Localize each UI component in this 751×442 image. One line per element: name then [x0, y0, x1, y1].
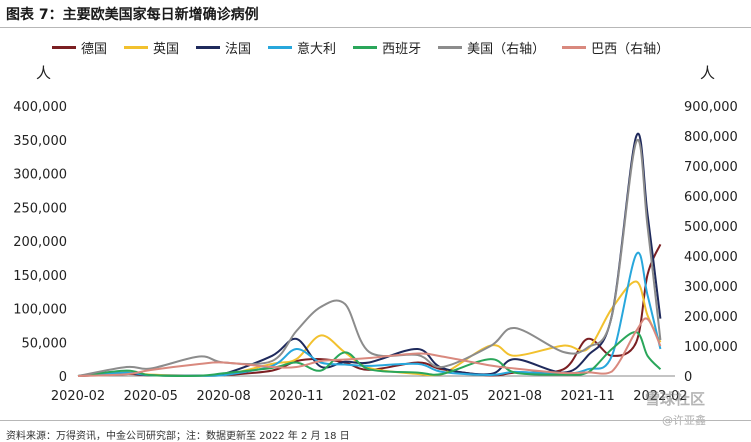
left-tick-label: 250,000 — [13, 201, 67, 216]
left-tick-label: 100,000 — [13, 303, 67, 318]
legend-label: 法国 — [225, 41, 252, 57]
x-tick-label: 2020-02 — [51, 389, 105, 404]
x-tick-label: 2021-11 — [560, 389, 614, 404]
x-tick-label: 2022-02 — [633, 389, 687, 404]
left-axis-unit: 人 — [36, 64, 52, 82]
right-tick-label: 800,000 — [684, 130, 738, 145]
legend-item: 美国（右轴） — [438, 38, 545, 57]
legend-swatch — [124, 45, 149, 49]
right-axis-unit: 人 — [700, 64, 716, 82]
left-tick-label: 350,000 — [13, 134, 67, 149]
legend-item: 法国 — [196, 38, 251, 57]
chart-legend: 德国 英国 法国 意大利 西班牙 美国（右轴） 巴西（右轴） — [52, 37, 686, 57]
series-line-0 — [77, 243, 662, 377]
right-tick-label: 500,000 — [684, 220, 738, 235]
x-tick-label: 2020-08 — [196, 389, 250, 404]
x-tick-label: 2021-05 — [415, 389, 469, 404]
legend-item: 德国 — [52, 38, 107, 57]
legend-item: 意大利 — [268, 38, 336, 57]
legend-item: 巴西（右轴） — [562, 38, 669, 57]
left-tick-label: 0 — [59, 370, 67, 385]
legend-label: 德国 — [81, 41, 108, 57]
legend-swatch — [196, 45, 221, 49]
x-tick-label: 2020-05 — [124, 389, 178, 404]
series-line-5 — [77, 138, 662, 377]
legend-label: 巴西（右轴） — [591, 41, 670, 57]
left-tick-label: 400,000 — [13, 100, 67, 115]
right-tick-label: 200,000 — [684, 310, 738, 325]
series-line-6 — [77, 317, 662, 377]
legend-label: 英国 — [153, 41, 180, 57]
legend-item: 英国 — [124, 38, 179, 57]
legend-swatch — [562, 45, 587, 49]
source-divider — [0, 420, 751, 421]
title-divider — [0, 27, 751, 28]
figure-title: 图表 7：主要欧美国家每日新增确诊病例 — [6, 7, 259, 23]
left-tick-label: 200,000 — [13, 235, 67, 250]
watermark: 雪球社区 — [645, 390, 706, 408]
series-line-4 — [77, 331, 662, 377]
x-tick-label: 2021-08 — [488, 389, 542, 404]
right-tick-label: 400,000 — [684, 250, 738, 265]
x-tick-label: 2020-11 — [269, 389, 323, 404]
source-note: 资料来源：万得资讯，中金公司研究部；注：数据更新至 2022 年 2 月 18 … — [6, 431, 350, 442]
right-tick-label: 700,000 — [684, 160, 738, 175]
right-tick-label: 100,000 — [684, 340, 738, 355]
x-tick-label: 2021-02 — [342, 389, 396, 404]
right-tick-label: 600,000 — [684, 190, 738, 205]
right-tick-label: 300,000 — [684, 280, 738, 295]
legend-item: 西班牙 — [353, 38, 421, 57]
right-tick-label: 0 — [684, 370, 692, 385]
legend-swatch — [52, 45, 76, 49]
left-tick-label: 300,000 — [13, 168, 67, 183]
left-tick-label: 150,000 — [13, 269, 67, 284]
legend-swatch — [353, 45, 378, 49]
legend-swatch — [268, 45, 293, 49]
legend-label: 美国（右轴） — [467, 41, 546, 57]
left-tick-label: 50,000 — [22, 336, 68, 351]
legend-label: 西班牙 — [382, 41, 422, 57]
series-line-2 — [77, 132, 662, 377]
legend-swatch — [438, 45, 463, 49]
right-tick-label: 900,000 — [684, 100, 738, 115]
line-chart: 0 50,000 100,000 150,000 200,000 250,000 300,0… — [13, 100, 738, 404]
legend-label: 意大利 — [297, 41, 337, 57]
